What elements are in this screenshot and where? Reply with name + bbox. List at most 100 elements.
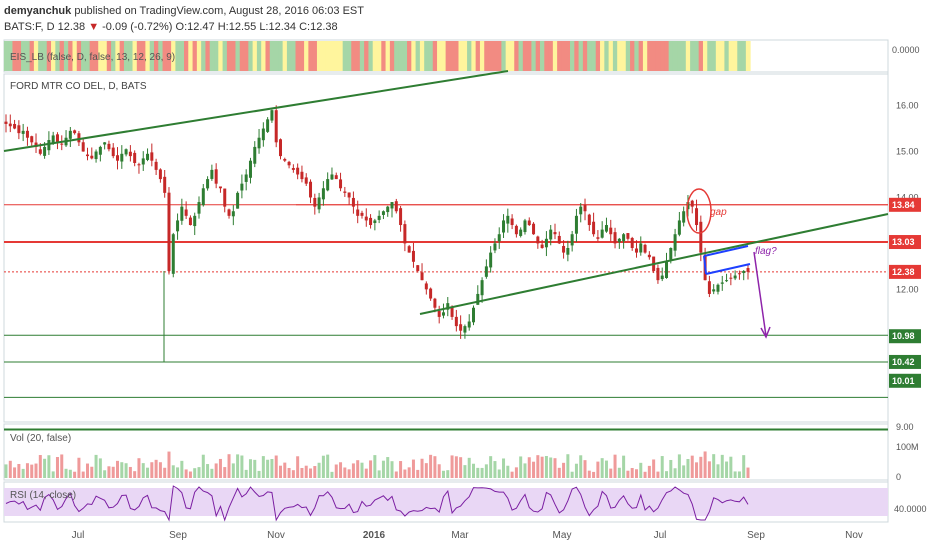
eis-bar [209,41,215,71]
volume-bar [544,455,548,478]
eis-bar [372,41,378,71]
candle-body [579,206,583,215]
candle-body [446,303,450,310]
volume-bar [30,464,34,478]
candle-body [634,248,638,253]
eis-bar [707,41,713,71]
eis-bar [299,41,305,71]
volume-bar [476,467,480,478]
eis-bar [527,41,532,71]
volume-bar [34,463,38,478]
volume-bar [707,461,711,478]
candle-body [73,130,77,134]
candle-body [326,179,330,191]
eis-bar [346,41,352,71]
volume-bar [60,454,64,478]
rsi-series-line [5,485,749,522]
last-price: 12.38 [57,21,86,33]
candle-body [519,229,523,236]
volume-bar [317,462,321,478]
volume-bar [184,469,188,478]
eis-bar [677,41,683,71]
volume-bar [643,471,647,478]
eis-bar [630,41,635,71]
eis-bar [244,41,249,71]
candle-body [214,169,218,184]
candle-body [206,179,210,189]
rsi-pane-label: RSI (14, close) [10,490,76,501]
eis-bar [724,41,730,71]
volume-bar [484,464,488,478]
eis-bar [12,41,18,71]
eis-bar [445,41,451,71]
price-label-text: 13.03 [892,237,915,247]
eis-bar [437,41,442,71]
candle-body [493,243,497,251]
eis-bar [42,41,48,71]
candle-body [562,245,566,253]
volume-bar [377,470,381,478]
candle-body [373,220,377,224]
eis-bar [214,41,219,71]
author-name[interactable]: demyanchuk [4,5,72,17]
candle-body [304,177,308,184]
eis-bar [561,41,567,71]
candle-body [223,188,227,207]
eis-bar [377,41,382,71]
eis-bar [398,41,404,71]
eis-bar [3,41,9,71]
eis-bar [119,41,125,71]
candle-body [613,232,617,244]
volume-bar [21,468,25,478]
eis-bar [149,41,155,71]
eis-bar [612,41,618,71]
eis-bar [424,41,429,71]
volume-bar [463,465,467,478]
eis-bar [59,41,65,71]
x-tick-label: 2016 [363,530,386,541]
candle-body [30,136,34,143]
eis-axis-label: 0.0000 [892,45,920,55]
volume-bar [231,463,235,478]
candle-body [381,211,385,215]
volume-bar [8,460,12,478]
eis-bar [479,41,485,71]
candle-body [566,248,570,255]
volume-bar [17,463,21,478]
candle-body [510,218,514,226]
candle-body [695,208,699,226]
candle-body [429,288,433,299]
candle-body [660,275,664,280]
eis-bar [98,41,104,71]
price-label-box [889,354,921,369]
eis-bar [518,41,524,71]
candle-body [463,326,467,333]
volume-bar [73,471,77,478]
change-value: -0.09 (-0.72%) [102,21,173,33]
volume-bar [137,458,141,478]
eis-bar [741,41,747,71]
eis-bar [668,41,674,71]
volume-bar [557,467,561,478]
candle-body [617,238,621,243]
flag-bottom-line [705,263,751,275]
candle-body [193,215,197,227]
candle-body [253,146,257,164]
eis-bar [381,41,387,71]
eis-bar [252,41,258,71]
volume-bar [695,462,699,478]
volume-bar [244,469,248,478]
candle-body [291,168,295,170]
candle-body [55,134,59,143]
volume-bar [407,467,411,478]
candle-body [38,149,42,154]
eis-bar [604,41,610,71]
volume-bar [176,467,180,478]
candle-body [150,152,154,161]
eis-bar [33,41,39,71]
volume-bar [519,456,523,478]
eis-bar [179,41,185,71]
eis-bar [196,41,202,71]
candle-body [729,277,733,279]
candle-body [283,158,287,161]
